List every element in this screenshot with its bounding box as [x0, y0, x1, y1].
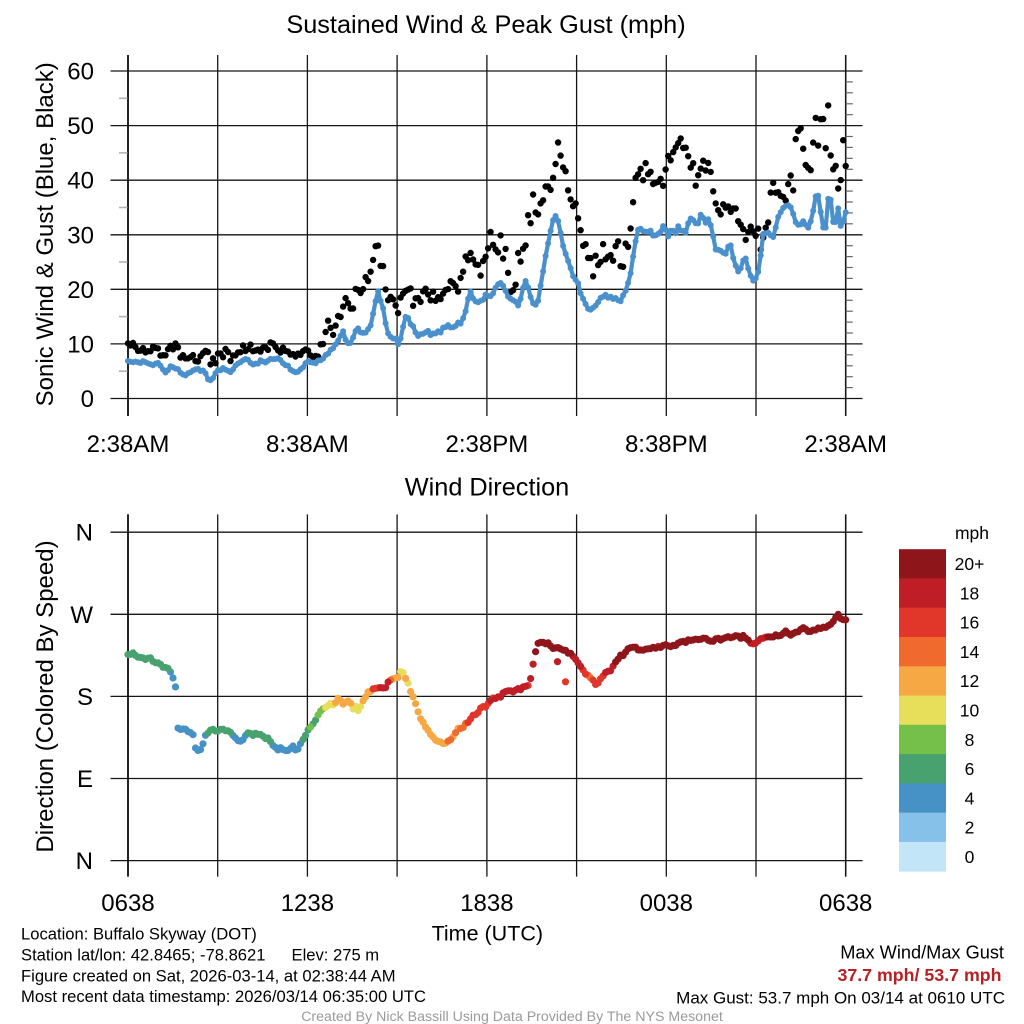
svg-text:Direction (Colored By Speed): Direction (Colored By Speed)	[32, 540, 59, 852]
svg-text:0: 0	[81, 386, 94, 413]
svg-text:2: 2	[965, 818, 975, 838]
svg-text:Location: Buffalo Skyway (DOT): Location: Buffalo Skyway (DOT)	[21, 925, 257, 944]
svg-text:10: 10	[67, 331, 94, 358]
svg-text:2:38AM: 2:38AM	[87, 431, 170, 458]
svg-text:8:38AM: 8:38AM	[266, 431, 349, 458]
svg-text:18: 18	[960, 583, 979, 603]
svg-text:14: 14	[960, 642, 980, 662]
svg-text:0638: 0638	[101, 890, 154, 917]
svg-text:1838: 1838	[460, 890, 513, 917]
svg-text:N: N	[76, 520, 93, 547]
svg-text:16: 16	[960, 613, 979, 633]
svg-text:Time (UTC): Time (UTC)	[432, 922, 543, 946]
svg-text:Created By Nick Bassill Using: Created By Nick Bassill Using Data Provi…	[301, 1009, 723, 1024]
svg-text:40: 40	[67, 168, 94, 195]
svg-text:Wind Direction: Wind Direction	[405, 474, 569, 502]
svg-text:30: 30	[67, 222, 94, 249]
svg-text:W: W	[70, 602, 93, 629]
svg-text:1238: 1238	[281, 890, 334, 917]
svg-text:Most recent data timestamp: 20: Most recent data timestamp: 2026/03/14 0…	[21, 987, 426, 1006]
svg-text:2:38AM: 2:38AM	[804, 431, 887, 458]
svg-text:E: E	[77, 766, 93, 793]
svg-text:8: 8	[965, 730, 975, 750]
svg-text:20: 20	[67, 277, 94, 304]
svg-text:S: S	[77, 684, 93, 711]
svg-text:0: 0	[965, 847, 975, 867]
svg-text:4: 4	[965, 788, 975, 808]
svg-text:Elev: 275 m: Elev: 275 m	[292, 946, 380, 965]
svg-text:60: 60	[67, 59, 94, 86]
svg-text:0638: 0638	[819, 890, 872, 917]
svg-text:Sonic Wind & Gust (Blue, Black: Sonic Wind & Gust (Blue, Black)	[32, 62, 59, 406]
svg-text:10: 10	[960, 701, 980, 721]
svg-text:0038: 0038	[640, 890, 693, 917]
svg-text:Figure created on Sat, 2026-03: Figure created on Sat, 2026-03-14, at 02…	[21, 967, 396, 986]
svg-text:50: 50	[67, 113, 94, 140]
svg-text:2:38PM: 2:38PM	[446, 431, 529, 458]
svg-text:12: 12	[960, 671, 979, 691]
svg-text:Max Gust: 53.7 mph On 03/14 at: Max Gust: 53.7 mph On 03/14 at 0610 UTC	[676, 989, 1005, 1008]
svg-text:37.7 mph/ 53.7 mph: 37.7 mph/ 53.7 mph	[837, 965, 1001, 985]
svg-text:Max Wind/Max Gust: Max Wind/Max Gust	[840, 943, 1004, 963]
svg-text:8:38PM: 8:38PM	[625, 431, 708, 458]
svg-text:N: N	[76, 848, 93, 875]
svg-text:mph: mph	[955, 523, 989, 543]
svg-text:6: 6	[965, 759, 975, 779]
svg-text:Sustained Wind & Peak Gust (mp: Sustained Wind & Peak Gust (mph)	[286, 11, 685, 39]
svg-text:20+: 20+	[955, 554, 985, 574]
svg-text:Station lat/lon: 42.8465; -78.: Station lat/lon: 42.8465; -78.8621	[21, 946, 265, 965]
